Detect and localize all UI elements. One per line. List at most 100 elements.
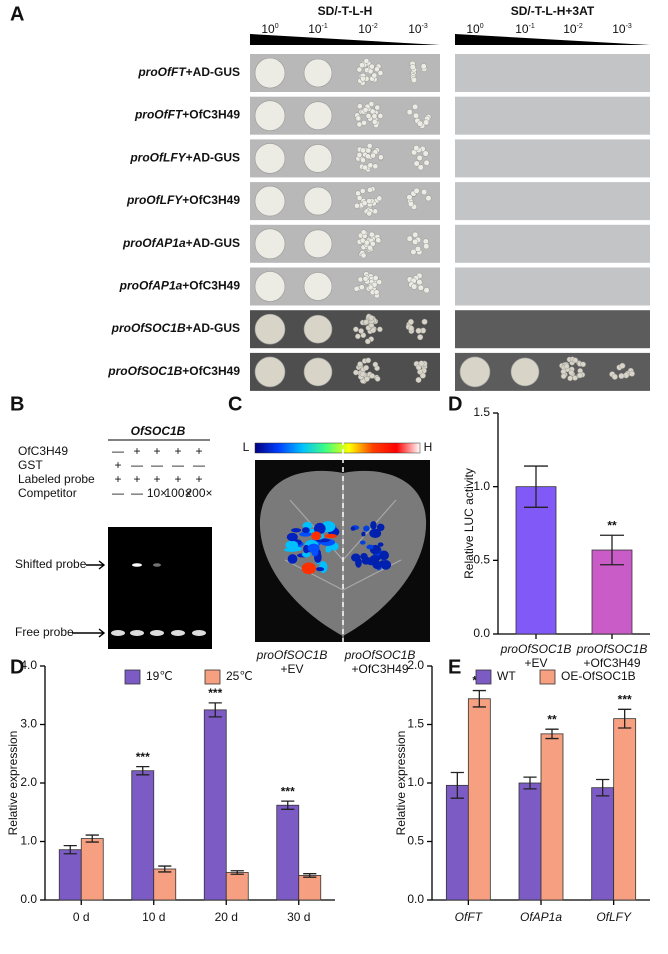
- colony: [412, 103, 419, 110]
- colony: [357, 361, 363, 367]
- shifted-label: Shifted probe: [15, 557, 87, 571]
- bar: [58, 849, 82, 901]
- colony: [366, 210, 373, 217]
- luc-signal: [377, 542, 384, 547]
- colony: [370, 152, 376, 159]
- luc-signal: [379, 550, 390, 561]
- colony: [560, 373, 567, 379]
- colony: [363, 58, 370, 64]
- effector: +AD-GUS: [186, 236, 240, 250]
- error-bar: [208, 702, 222, 718]
- row-mark: —: [112, 444, 124, 458]
- colony: [366, 143, 373, 149]
- colony: [370, 327, 377, 334]
- row-mark: +: [153, 444, 160, 458]
- colony: [365, 113, 372, 119]
- sample-label: proOfSOC1B: [256, 648, 328, 662]
- colony: [417, 120, 424, 127]
- x-tick-label: OfAP1a: [520, 910, 562, 924]
- colony: [563, 363, 570, 370]
- effector: +AD-GUS: [186, 321, 240, 335]
- colony: [415, 327, 422, 334]
- yeast-spot: [254, 185, 286, 217]
- colony: [368, 315, 375, 321]
- luc-signal: [380, 560, 392, 570]
- row-name: GST: [18, 458, 43, 472]
- colony: [417, 284, 424, 291]
- row-label: proOfSOC1B+AD-GUS: [111, 321, 240, 335]
- colony: [357, 103, 363, 110]
- luc-signal: [324, 533, 337, 539]
- colony: [420, 63, 427, 70]
- colony: [369, 241, 376, 247]
- colony: [611, 373, 618, 380]
- colony: [367, 284, 374, 291]
- error-bar: [618, 708, 632, 729]
- error-bar: [600, 534, 624, 566]
- row-label: proOfAP1a+OfC3H49: [119, 279, 241, 293]
- x-tick-label: +OfC3H49: [583, 656, 640, 670]
- significance: **: [607, 518, 617, 532]
- effector: +OfC3H49: [182, 279, 240, 293]
- luc-signal: [287, 554, 298, 564]
- colony: [354, 202, 360, 209]
- yeast-spot: [303, 101, 333, 130]
- luc-signal: [363, 525, 370, 532]
- error-bar: [136, 765, 150, 776]
- colony: [376, 195, 383, 202]
- bar: [153, 868, 177, 901]
- row-mark: +: [195, 444, 202, 458]
- x-tick-label: proOfSOC1B: [500, 642, 572, 656]
- yeast-spot: [459, 356, 491, 388]
- colony: [364, 338, 371, 345]
- colony: [367, 68, 374, 75]
- row-mark: —: [193, 458, 205, 472]
- colony: [369, 373, 376, 379]
- plate-strip: [455, 139, 650, 178]
- panel-label: C: [228, 393, 242, 415]
- colony: [356, 66, 363, 73]
- colony: [423, 243, 430, 250]
- luc-signal: [316, 567, 325, 572]
- arrow: [86, 560, 106, 570]
- dilution-label: 10-3: [408, 22, 428, 36]
- yeast-spot: [254, 228, 286, 260]
- colony: [361, 200, 368, 206]
- significance: ***: [208, 686, 222, 700]
- error-bar: [303, 873, 317, 878]
- colony: [364, 376, 370, 382]
- promoter: proOfLFY: [126, 193, 183, 207]
- yeast-spot: [303, 58, 333, 88]
- colony: [628, 370, 635, 377]
- colony: [407, 318, 414, 325]
- colony: [356, 152, 363, 158]
- colony: [421, 189, 428, 196]
- yeast-spot: [303, 272, 333, 301]
- y-axis-label: Relative LUC activity: [462, 468, 476, 579]
- dilution-base: 10: [515, 22, 529, 36]
- dilution-exponent: -3: [422, 23, 428, 30]
- row-label: proOfFT+OfC3H49: [134, 108, 240, 122]
- colony: [365, 147, 372, 154]
- row-mark: 200×: [185, 486, 212, 500]
- x-tick-label: 30 d: [287, 910, 310, 924]
- luc-signal: [366, 544, 374, 550]
- row-name: Labeled probe: [18, 472, 95, 486]
- legend-swatch: [204, 669, 221, 685]
- significance: **: [547, 712, 557, 726]
- y-tick-label: 0.0: [20, 892, 37, 906]
- colony: [364, 239, 370, 246]
- dilution-label: 10-1: [308, 22, 328, 36]
- row-name: OfC3H49: [18, 444, 68, 458]
- promoter: proOfSOC1B: [111, 321, 186, 335]
- bar: [276, 804, 300, 901]
- effector: +AD-GUS: [186, 151, 240, 165]
- colony: [568, 369, 574, 376]
- colony: [362, 164, 368, 171]
- row-label: proOfLFY+OfC3H49: [126, 193, 240, 207]
- colony: [360, 147, 366, 154]
- bar: [203, 709, 227, 901]
- luc-signal: [351, 553, 361, 562]
- error-bar: [472, 689, 486, 708]
